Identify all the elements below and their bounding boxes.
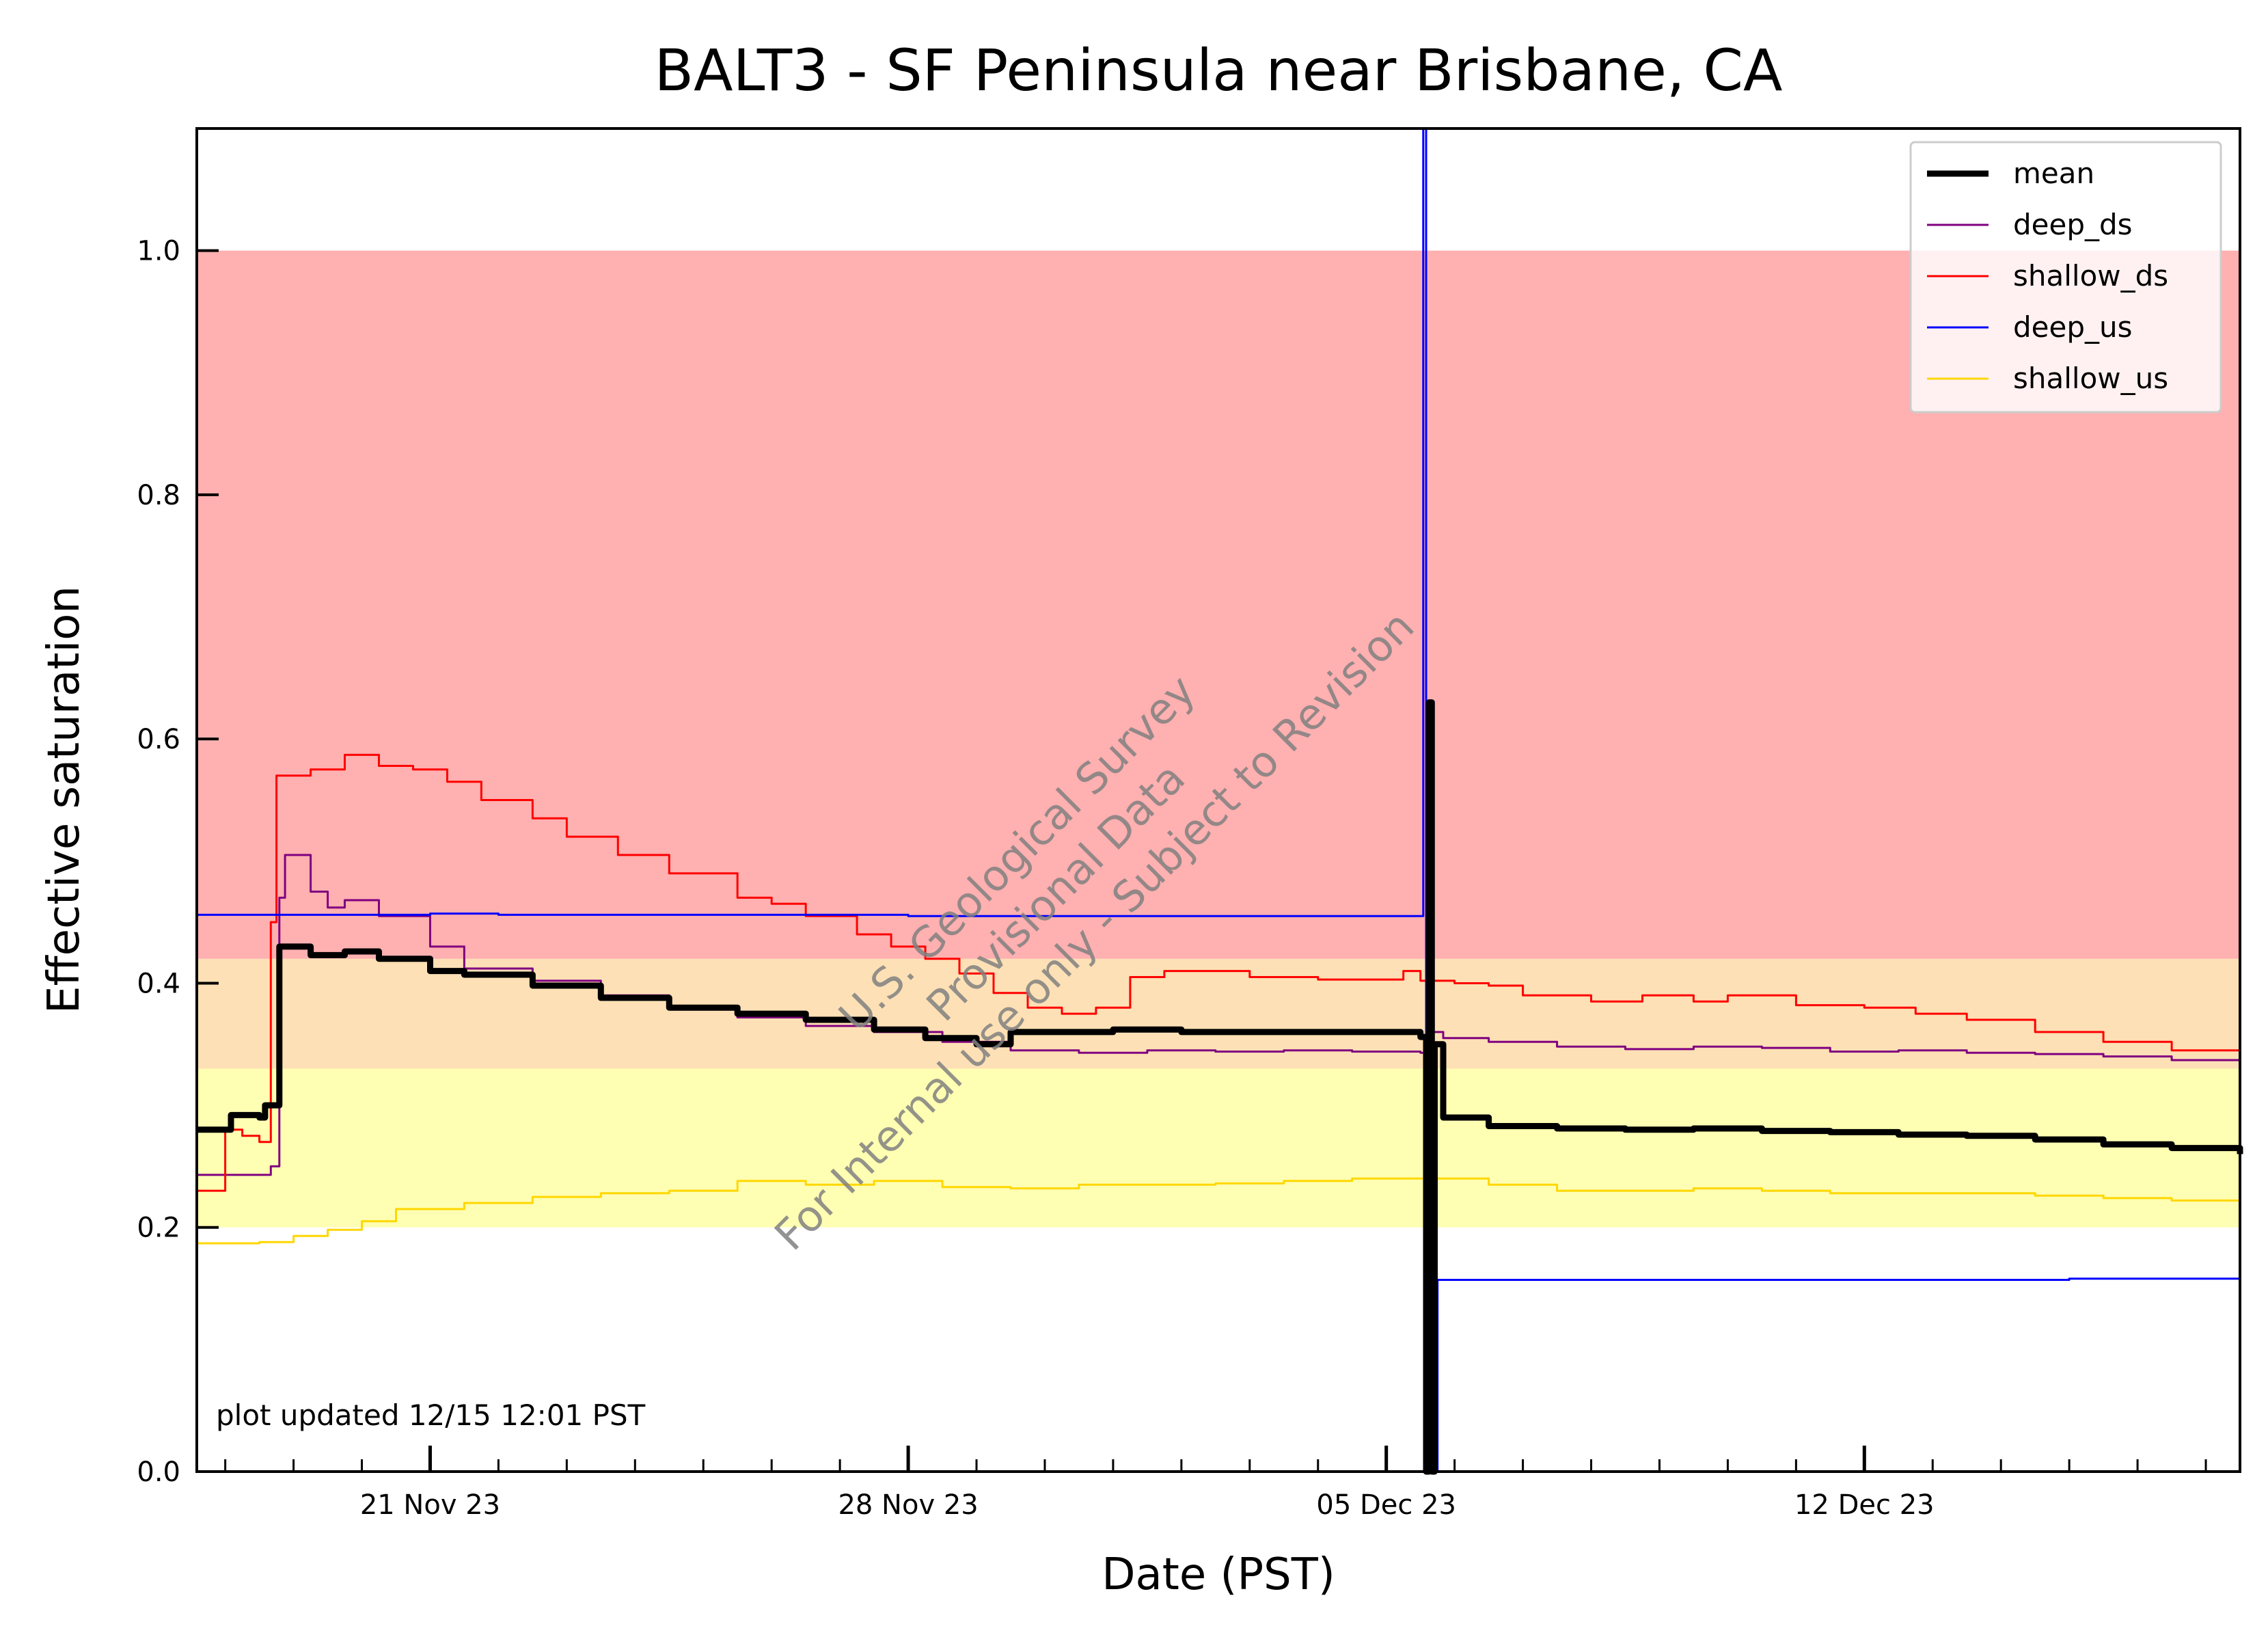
y-tick-label-2: 0.4 xyxy=(137,968,180,999)
y-tick-label-0: 0.0 xyxy=(137,1457,180,1488)
x-tick-label-3: 12 Dec 23 xyxy=(1794,1489,1935,1521)
legend: mean deep_ds shallow_ds deep_us shallow_us xyxy=(1909,141,2222,414)
y-tick-label-4: 0.8 xyxy=(137,480,180,511)
x-tick-label-1: 28 Nov 23 xyxy=(838,1489,978,1521)
band-2 xyxy=(197,250,2240,959)
legend-label-deep-ds: deep_ds xyxy=(2013,208,2133,241)
series-deep-ds xyxy=(197,854,2241,1176)
x-tick-label-2: 05 Dec 23 xyxy=(1316,1489,1456,1521)
series-shallow-us xyxy=(197,1177,2241,1473)
legend-label-mean: mean xyxy=(2013,157,2094,190)
x-axis-label: Date (PST) xyxy=(1102,1550,1335,1600)
legend-box xyxy=(1909,141,2222,414)
x-tick-label-0: 21 Nov 23 xyxy=(360,1489,500,1521)
chart-title: BALT3 - SF Peninsula near Brisbane, CA xyxy=(655,37,1783,104)
series-mean xyxy=(197,699,2243,1475)
legend-label-shallow-us: shallow_us xyxy=(2013,362,2168,395)
band-0 xyxy=(197,1068,2240,1228)
legend-label-deep-us: deep_us xyxy=(2013,310,2133,344)
update-note: plot updated 12/15 12:01 PST xyxy=(216,1398,646,1432)
y-tick-label-5: 1.0 xyxy=(137,236,180,267)
y-tick-label-1: 0.2 xyxy=(137,1213,180,1244)
series-shallow-ds xyxy=(197,753,2241,1192)
legend-label-shallow-ds: shallow_ds xyxy=(2013,259,2168,293)
axes: 0.0 0.2 0.4 0.6 0.8 1.0 21 Nov 23 28 Nov 23 05 D… xyxy=(137,236,2207,1521)
plot-frame xyxy=(195,127,2241,1473)
y-axis-label: Effective saturation xyxy=(39,586,90,1014)
saturation-bands xyxy=(197,250,2240,1228)
y-tick-label-3: 0.6 xyxy=(137,724,180,755)
